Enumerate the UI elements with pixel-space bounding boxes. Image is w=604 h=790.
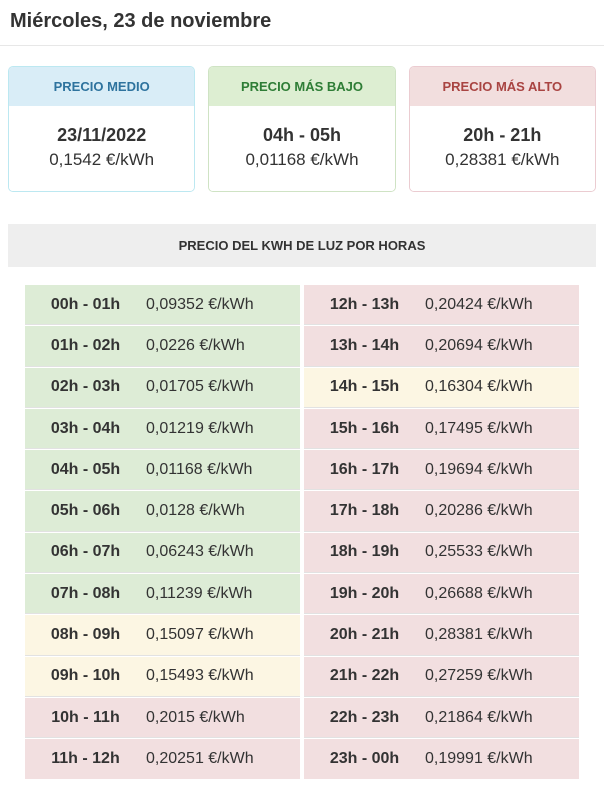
- price-value: 0,01219 €/kWh: [146, 419, 254, 437]
- price-value: 0,20424 €/kWh: [425, 295, 533, 313]
- price-row: 14h - 15h 0,16304 €/kWh: [304, 367, 579, 407]
- card-precio-mas-bajo-title: PRECIO MÁS BAJO: [209, 67, 395, 106]
- price-row: 05h - 06h 0,0128 €/kWh: [25, 491, 300, 531]
- price-row: 01h - 02h 0,0226 €/kWh: [25, 326, 300, 366]
- card-precio-medio-price: 0,1542 €/kWh: [49, 150, 155, 169]
- hour-range-label: 11h - 12h: [51, 749, 120, 767]
- price-value: 0,01705 €/kWh: [146, 378, 254, 396]
- hour-range-label: 21h - 22h: [329, 667, 400, 685]
- hour-range-label: 12h - 13h: [329, 295, 400, 313]
- price-row: 18h - 19h 0,25533 €/kWh: [304, 532, 579, 573]
- price-value: 0,20694 €/kWh: [425, 336, 533, 354]
- price-row: 22h - 23h 0,21864 €/kWh: [304, 697, 579, 738]
- hour-range-label: 07h - 08h: [50, 584, 121, 602]
- price-value: 0,20286 €/kWh: [425, 502, 533, 520]
- price-value: 0,15097 €/kWh: [146, 626, 254, 644]
- price-value: 0,19991 €/kWh: [425, 749, 533, 767]
- section-title: PRECIO DEL KWH DE LUZ POR HORAS: [8, 224, 596, 267]
- card-precio-mas-alto-price: 0,28381 €/kWh: [445, 150, 560, 169]
- card-precio-medio-body: 23/11/2022 0,1542 €/kWh: [9, 106, 195, 191]
- price-row: 12h - 13h 0,20424 €/kWh: [304, 285, 579, 325]
- price-value: 0,06243 €/kWh: [146, 543, 254, 561]
- hour-range-label: 04h - 05h: [50, 460, 121, 478]
- hour-range-label: 14h - 15h: [329, 378, 400, 396]
- price-value: 0,0226 €/kWh: [146, 336, 245, 354]
- price-row: 07h - 08h 0,11239 €/kWh: [25, 574, 300, 614]
- price-column-right: 12h - 13h 0,20424 €/kWh 13h - 14h 0,2069…: [304, 285, 579, 781]
- price-value: 0,21864 €/kWh: [425, 708, 533, 726]
- price-value: 0,19694 €/kWh: [425, 460, 533, 478]
- hour-range-label: 00h - 01h: [50, 295, 121, 313]
- price-value: 0,20251 €/kWh: [146, 749, 254, 767]
- hour-range-label: 17h - 18h: [329, 502, 400, 520]
- card-precio-mas-alto-body: 20h - 21h 0,28381 €/kWh: [409, 106, 595, 191]
- price-value: 0,17495 €/kWh: [425, 419, 533, 437]
- price-value: 0,28381 €/kWh: [425, 626, 533, 644]
- price-row: 06h - 07h 0,06243 €/kWh: [25, 532, 300, 573]
- hour-range-label: 06h - 07h: [50, 543, 121, 561]
- price-row: 19h - 20h 0,26688 €/kWh: [304, 574, 579, 614]
- page-header: Miércoles, 23 de noviembre: [0, 0, 604, 46]
- card-precio-mas-bajo: PRECIO MÁS BAJO 04h - 05h 0,01168 €/kWh: [208, 66, 396, 192]
- card-precio-mas-alto-title: PRECIO MÁS ALTO: [409, 67, 595, 106]
- price-value: 0,2015 €/kWh: [146, 708, 245, 726]
- price-value: 0,16304 €/kWh: [425, 378, 533, 396]
- price-column-left: 00h - 01h 0,09352 €/kWh 01h - 02h 0,0226…: [25, 285, 300, 781]
- hour-range-label: 16h - 17h: [329, 460, 400, 478]
- price-row: 23h - 00h 0,19991 €/kWh: [304, 739, 579, 779]
- price-value: 0,25533 €/kWh: [425, 543, 533, 561]
- price-row: 03h - 04h 0,01219 €/kWh: [25, 408, 300, 449]
- price-row: 11h - 12h 0,20251 €/kWh: [25, 739, 300, 779]
- card-precio-medio: PRECIO MEDIO 23/11/2022 0,1542 €/kWh: [8, 66, 196, 192]
- price-value: 0,15493 €/kWh: [146, 667, 254, 685]
- hour-range-label: 15h - 16h: [329, 419, 400, 437]
- card-precio-mas-alto-value: 20h - 21h: [463, 125, 542, 145]
- card-precio-mas-alto: PRECIO MÁS ALTO 20h - 21h 0,28381 €/kWh: [408, 66, 596, 192]
- price-row: 16h - 17h 0,19694 €/kWh: [304, 450, 579, 490]
- hour-range-label: 23h - 00h: [329, 749, 400, 767]
- hour-range-label: 10h - 11h: [51, 708, 120, 726]
- price-row: 02h - 03h 0,01705 €/kWh: [25, 367, 300, 407]
- card-precio-medio-title: PRECIO MEDIO: [9, 67, 195, 106]
- price-row: 13h - 14h 0,20694 €/kWh: [304, 326, 579, 366]
- hour-range-label: 19h - 20h: [329, 584, 400, 602]
- price-row: 00h - 01h 0,09352 €/kWh: [25, 285, 300, 325]
- hourly-price-table: 00h - 01h 0,09352 €/kWh 01h - 02h 0,0226…: [25, 285, 579, 781]
- card-precio-mas-bajo-value: 04h - 05h: [262, 125, 341, 145]
- hour-range-label: 09h - 10h: [50, 667, 121, 685]
- price-row: 17h - 18h 0,20286 €/kWh: [304, 491, 579, 531]
- hour-range-label: 20h - 21h: [329, 626, 400, 644]
- price-row: 08h - 09h 0,15097 €/kWh: [25, 615, 300, 655]
- price-value: 0,01168 €/kWh: [146, 460, 253, 478]
- card-precio-mas-bajo-body: 04h - 05h 0,01168 €/kWh: [209, 106, 395, 191]
- hour-range-label: 05h - 06h: [50, 502, 121, 520]
- hour-range-label: 08h - 09h: [50, 626, 121, 644]
- price-value: 0,09352 €/kWh: [146, 295, 254, 313]
- price-row: 09h - 10h 0,15493 €/kWh: [25, 656, 300, 696]
- card-precio-medio-value: 23/11/2022: [57, 125, 147, 145]
- price-value: 0,26688 €/kWh: [425, 584, 533, 602]
- price-value: 0,0128 €/kWh: [146, 502, 245, 520]
- price-row: 04h - 05h 0,01168 €/kWh: [25, 450, 300, 490]
- hour-range-label: 22h - 23h: [329, 708, 400, 726]
- hour-range-label: 02h - 03h: [50, 378, 121, 396]
- summary-cards: PRECIO MEDIO 23/11/2022 0,1542 €/kWh PRE…: [8, 66, 596, 192]
- hour-range-label: 13h - 14h: [329, 336, 400, 354]
- price-value: 0,27259 €/kWh: [425, 667, 533, 685]
- price-row: 20h - 21h 0,28381 €/kWh: [304, 615, 579, 655]
- page-title: Miércoles, 23 de noviembre: [10, 10, 272, 32]
- price-value: 0,11239 €/kWh: [146, 584, 253, 602]
- price-row: 15h - 16h 0,17495 €/kWh: [304, 408, 579, 449]
- price-row: 21h - 22h 0,27259 €/kWh: [304, 656, 579, 696]
- hour-range-label: 03h - 04h: [50, 419, 121, 437]
- price-row: 10h - 11h 0,2015 €/kWh: [25, 697, 300, 738]
- hour-range-label: 18h - 19h: [329, 543, 400, 561]
- hour-range-label: 01h - 02h: [50, 336, 121, 354]
- card-precio-mas-bajo-price: 0,01168 €/kWh: [245, 150, 359, 169]
